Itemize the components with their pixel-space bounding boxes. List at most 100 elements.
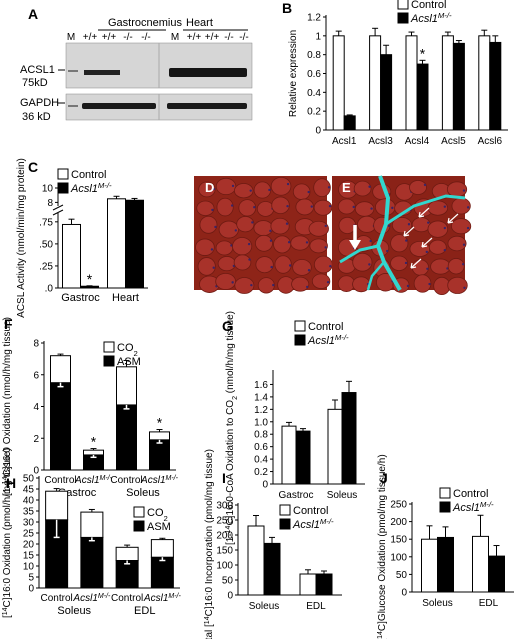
- bar-segment-co2: [80, 511, 104, 538]
- muscle-fiber: [309, 238, 328, 254]
- nucleus: [324, 224, 327, 228]
- nucleus: [286, 204, 289, 208]
- y-tick-label: 150: [390, 535, 407, 546]
- significance-star: *: [91, 434, 97, 450]
- x-tick-label: Control: [44, 475, 76, 486]
- arrow-icon: [403, 207, 459, 269]
- bar: [416, 63, 429, 131]
- bar: [295, 430, 311, 485]
- nucleus: [443, 248, 446, 252]
- y-tick-label: 0: [262, 480, 268, 491]
- x-tick-label: Soleus: [249, 601, 280, 612]
- panel-d: D: [194, 176, 333, 294]
- x-tick-label: Soleus: [327, 490, 358, 501]
- muscle-fiber: [195, 238, 215, 256]
- stain-streak: [385, 194, 466, 226]
- nucleus: [329, 265, 332, 268]
- muscle-fiber: [313, 199, 333, 216]
- muscle-fiber: [270, 176, 292, 196]
- stain-streak: [339, 244, 379, 264]
- muscle-fiber: [218, 220, 239, 239]
- y-tick-label: 5: [28, 573, 34, 584]
- legend-swatch: [133, 506, 145, 518]
- nucleus: [391, 206, 394, 210]
- y-tick-label: 35: [23, 507, 35, 518]
- blot-band: [84, 70, 100, 75]
- y-tick-label: 0.8: [254, 430, 268, 441]
- bar: [441, 35, 454, 131]
- bar-segment-asm: [80, 536, 104, 589]
- y-tick-label: 0.6: [307, 69, 321, 80]
- y-axis-label: [14C]Glucose Oxidation (pmol/mg tissue/h…: [377, 454, 389, 639]
- legend-label: Control: [71, 169, 106, 181]
- x-tick-label: Acsl4: [405, 136, 430, 147]
- legend-swatch: [397, 12, 409, 24]
- x-tick-label: Acsl1M-/-: [72, 593, 111, 605]
- y-tick-label: 0: [28, 584, 34, 595]
- legend-label: Acsl1M-/-: [70, 181, 112, 196]
- muscle-fiber: [198, 181, 216, 198]
- muscle-fiber: [353, 180, 372, 197]
- legend-swatch: [133, 520, 145, 532]
- bar: [332, 35, 345, 131]
- y-tick-label: 100: [216, 561, 233, 572]
- muscle-fiber: [233, 183, 254, 199]
- y-tick-label: 25: [23, 529, 35, 540]
- bar: [478, 35, 491, 131]
- panel-e: E: [332, 175, 472, 296]
- bar-segment-co2: [116, 366, 137, 406]
- chart-c: .0 .25 .50 .75 8 10 Gastroc Heart * ControlAcsl1M…: [16, 158, 148, 318]
- bar: [263, 542, 281, 596]
- nucleus: [386, 249, 389, 253]
- nucleus: [406, 284, 410, 288]
- bar: [341, 392, 357, 485]
- legend-label: CO2: [147, 507, 168, 523]
- legend-swatch: [294, 320, 306, 332]
- muscle-fiber: [308, 220, 329, 237]
- muscle-fiber: [427, 200, 449, 216]
- legend-swatch: [103, 355, 115, 367]
- bar-segment-co2: [83, 449, 104, 456]
- nucleus: [368, 185, 371, 188]
- muscle-fiber: [391, 217, 413, 234]
- x-tick-label: Acsl3: [368, 136, 393, 147]
- muscle-fiber: [271, 196, 290, 215]
- bar: [343, 115, 356, 131]
- x-tick-label: Acsl1: [332, 136, 357, 147]
- lane-label: M: [171, 32, 179, 43]
- y-axis-label: [1-14C]16:0 Oxidation (nmol/h/mg tissue): [2, 317, 14, 496]
- lane-label: +/+: [187, 32, 202, 43]
- y-axis-label: [14C]16:0 Oxidation (pmol/h/mg tissue): [2, 448, 14, 618]
- nucleus: [405, 239, 408, 242]
- y-tick-label: .75: [39, 217, 53, 228]
- nucleus: [307, 269, 311, 272]
- panel-letter: I: [222, 470, 226, 486]
- muscle-fiber: [199, 215, 218, 234]
- y-tick-label: 150: [216, 546, 233, 557]
- y-tick-label: 1.6: [254, 380, 268, 391]
- y-axis-label: ACSL Activity (nmol/min/mg protein): [16, 158, 27, 318]
- nucleus: [268, 188, 271, 192]
- nucleus: [466, 206, 470, 209]
- panel-letter: B: [282, 0, 292, 16]
- legend-label: Acsl1M-/-: [292, 517, 334, 532]
- muscle-fibers: [195, 176, 333, 294]
- nucleus: [404, 261, 408, 265]
- muscle-fiber: [217, 256, 236, 272]
- x-tick-label: Acsl1M-/-: [74, 475, 113, 487]
- x-group-label: Soleus: [57, 605, 91, 617]
- blot-group-heart: Heart: [186, 17, 213, 29]
- bar-segment-co2: [150, 539, 174, 558]
- x-tick-label: Heart: [112, 292, 139, 304]
- x-group-label: Soleus: [126, 487, 160, 499]
- bar: [489, 41, 502, 131]
- nucleus: [369, 239, 372, 243]
- nucleus: [231, 184, 235, 188]
- chart-b: 0 0.2 0.4 0.6 0.8 1 1.2 Acsl1 Acsl3 Acsl4 Acsl5 Acs…: [282, 0, 508, 147]
- nucleus: [211, 208, 214, 212]
- muscle-fiber: [428, 239, 447, 255]
- nucleus: [230, 244, 233, 247]
- nucleus: [230, 204, 234, 207]
- nucleus: [427, 221, 430, 224]
